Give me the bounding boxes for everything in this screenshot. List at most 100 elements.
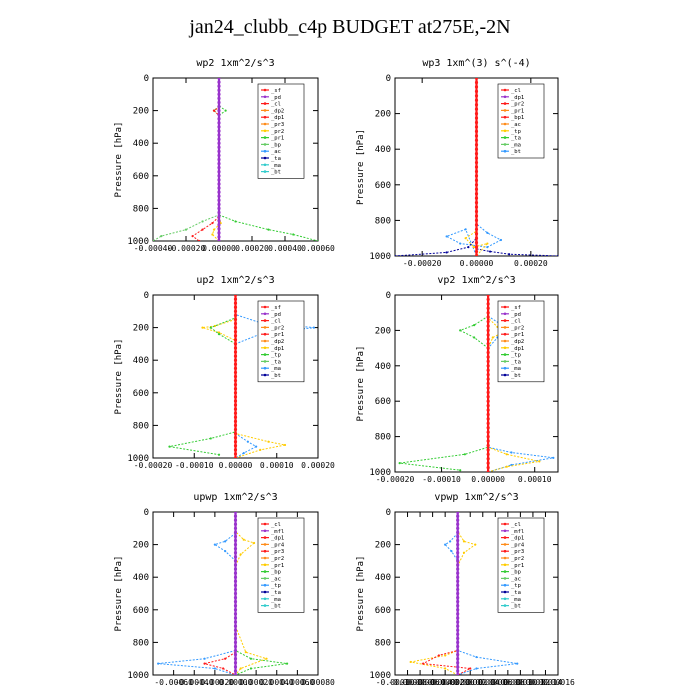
- legend-marker: [503, 319, 507, 322]
- legend-label: _tp: [271, 353, 281, 359]
- legend-marker: [503, 305, 507, 309]
- y-tick-label: 200: [375, 326, 391, 336]
- legend-marker: [263, 136, 267, 139]
- series-marker: [456, 661, 460, 665]
- series-marker: [486, 465, 490, 470]
- legend-label: _ma: [271, 366, 281, 372]
- legend-label: _bt: [271, 373, 281, 379]
- series-marker: [217, 92, 221, 96]
- series-marker: [233, 374, 238, 379]
- legend-label: _pr1: [271, 332, 284, 338]
- series-marker: [486, 443, 490, 448]
- series-marker: [312, 326, 315, 329]
- series-marker: [474, 227, 479, 231]
- legend-marker: [263, 529, 267, 533]
- x-tick-label: -0.00020: [134, 461, 173, 470]
- series-marker: [474, 245, 479, 249]
- legend-marker: [263, 549, 267, 553]
- series-marker: [395, 254, 397, 256]
- y-tick-label: 400: [133, 356, 149, 366]
- series-marker: [233, 657, 238, 661]
- series-marker: [474, 187, 479, 191]
- series-marker: [233, 444, 238, 448]
- series-marker: [246, 440, 249, 443]
- series-marker: [456, 600, 460, 604]
- series-marker: [462, 551, 466, 554]
- series-marker: [456, 673, 460, 675]
- series-marker: [450, 550, 453, 553]
- series-marker: [486, 399, 490, 403]
- series-marker: [456, 657, 460, 661]
- series-marker: [456, 612, 460, 616]
- legend-marker: [263, 143, 267, 146]
- legend-marker: [503, 549, 507, 553]
- series-marker: [491, 336, 494, 339]
- panel-title: vpwp 1xm^2/s^3: [434, 492, 518, 503]
- series-marker: [201, 326, 204, 329]
- legend-marker: [263, 312, 267, 316]
- series-line: [235, 512, 288, 675]
- series-marker: [488, 250, 492, 253]
- legend-label: _bp: [271, 142, 281, 148]
- series-marker: [168, 445, 171, 448]
- series-marker: [486, 346, 490, 350]
- x-tick-label: 0.00010: [504, 678, 538, 687]
- legend-marker: [263, 556, 267, 560]
- series-marker: [456, 551, 460, 555]
- series-marker: [474, 152, 479, 156]
- series-marker: [474, 178, 479, 182]
- legend-label: _pr1: [271, 136, 284, 142]
- series-marker: [217, 80, 221, 84]
- series-marker: [469, 667, 472, 670]
- series-marker: [233, 378, 238, 383]
- series-marker: [486, 246, 489, 249]
- x-tick-label: -0.00040: [175, 678, 214, 687]
- series-marker: [456, 632, 460, 636]
- series-marker: [486, 386, 490, 390]
- x-tick-label: 0.00002: [453, 678, 487, 687]
- series-marker: [474, 112, 479, 116]
- legend-marker: [503, 563, 507, 567]
- series-marker: [239, 553, 242, 556]
- chart-panel-4: vp2 1xm^2/s^3 Pressure [hPa] 0 200 400 600 800…: [356, 275, 559, 484]
- x-tick-label: -0.00008: [388, 678, 427, 687]
- legend-label: _cl: [511, 522, 521, 528]
- series-marker: [486, 324, 490, 328]
- series-marker: [456, 518, 460, 522]
- series-marker: [217, 145, 221, 149]
- y-tick-label: 600: [375, 397, 391, 407]
- series-marker: [233, 575, 238, 579]
- series-marker: [538, 460, 541, 463]
- series-marker: [456, 648, 460, 653]
- series-marker: [486, 395, 490, 399]
- series-marker: [464, 237, 467, 240]
- legend-marker: [263, 536, 267, 539]
- series-marker: [233, 595, 238, 600]
- x-tick-label: -0.00010: [422, 475, 461, 484]
- series-line: [444, 512, 518, 675]
- y-tick-label: 200: [375, 541, 391, 551]
- series-marker: [486, 297, 490, 302]
- series-marker: [217, 206, 221, 210]
- series-marker: [474, 232, 479, 236]
- series-marker: [552, 456, 555, 459]
- series-marker: [456, 579, 460, 583]
- legend-label: _pr1: [511, 563, 524, 569]
- series-marker: [233, 411, 238, 415]
- panel-title: upwp 1xm^2/s^3: [193, 492, 277, 503]
- series-marker: [217, 88, 221, 92]
- series-marker: [233, 600, 238, 604]
- series-line: [399, 295, 489, 471]
- series-marker: [556, 254, 558, 256]
- series-marker: [486, 368, 490, 372]
- series-marker: [456, 669, 460, 673]
- legend-marker: [503, 346, 507, 350]
- legend-label: _ac: [511, 122, 521, 128]
- series-marker: [233, 591, 238, 596]
- legend-label: _bt: [511, 149, 521, 155]
- x-tick-label: 0.00008: [491, 678, 525, 687]
- series-marker: [233, 354, 238, 358]
- series-marker: [217, 137, 221, 141]
- series-marker: [233, 448, 238, 452]
- series-marker: [486, 426, 490, 430]
